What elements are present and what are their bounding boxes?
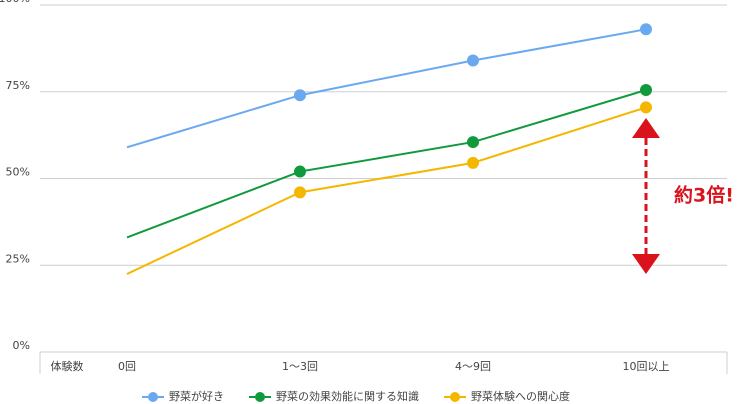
y-tick-label: 0% [13, 339, 30, 352]
x-tick-label: 4〜9回 [455, 360, 491, 373]
arrow-head [632, 254, 660, 274]
series-line [126, 89, 647, 239]
x-tick-label: 10回以上 [623, 360, 670, 373]
legend-marker [450, 392, 460, 402]
point [294, 89, 306, 102]
y-tick-label: 25% [6, 252, 30, 265]
legend-label: 野菜の効果効能に関する知識 [276, 389, 419, 403]
x-axis-label: 体験数 [51, 359, 84, 373]
y-tick-label: 75% [6, 79, 30, 92]
series-line [126, 106, 647, 275]
y-tick-label: 50% [6, 166, 30, 179]
point [640, 84, 652, 97]
y-tick-label: 100% [0, 0, 30, 5]
point [640, 101, 652, 114]
point [294, 186, 306, 199]
legend-label: 野菜体験への関心度 [471, 389, 570, 403]
point [640, 23, 652, 36]
arrow-head [632, 118, 660, 138]
point [467, 54, 479, 67]
legend-marker [148, 392, 158, 402]
x-tick-label: 0回 [118, 360, 136, 373]
x-tick-label: 1〜3回 [282, 360, 318, 373]
legend-marker [255, 392, 265, 402]
series-line [126, 28, 647, 149]
point [294, 165, 306, 178]
annotation: 約3倍! [674, 184, 734, 207]
point [467, 136, 479, 149]
point [467, 156, 479, 169]
legend-label: 野菜が好き [169, 389, 224, 403]
